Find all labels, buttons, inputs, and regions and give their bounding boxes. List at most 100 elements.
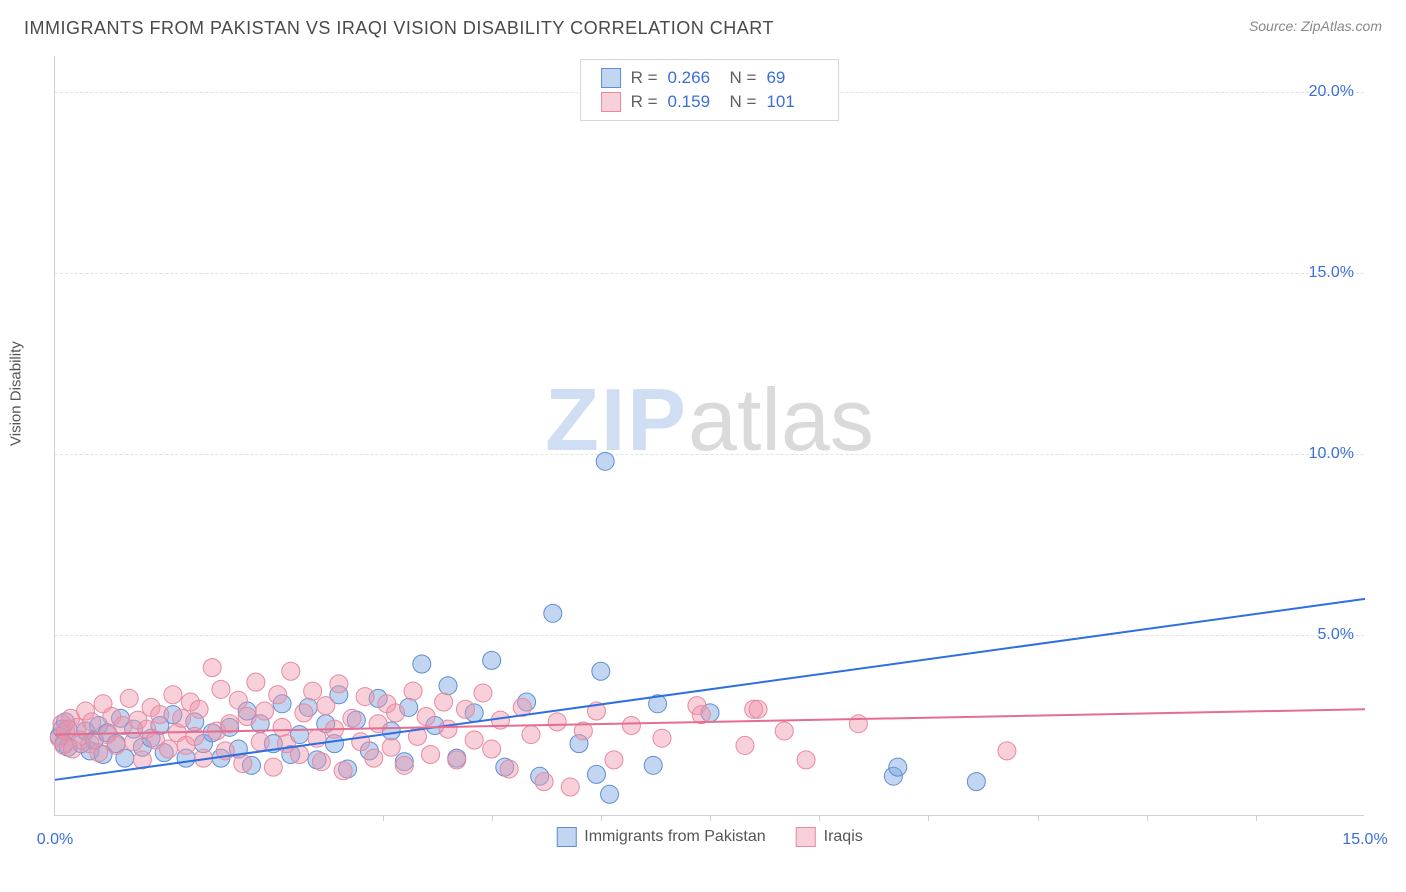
data-point-pakistan <box>889 758 907 776</box>
data-point-iraqis <box>465 731 483 749</box>
data-point-iraqis <box>343 709 361 727</box>
data-point-iraqis <box>500 760 518 778</box>
data-point-iraqis <box>352 733 370 751</box>
source-name: ZipAtlas.com <box>1301 18 1382 34</box>
data-point-iraqis <box>273 718 291 736</box>
legend-n-value-iraqis: 101 <box>766 92 818 112</box>
x-minor-tick <box>928 815 929 821</box>
data-point-iraqis <box>212 680 230 698</box>
legend-n-label: N = <box>730 68 757 88</box>
data-point-iraqis <box>83 713 101 731</box>
x-minor-tick <box>710 815 711 821</box>
data-point-iraqis <box>164 686 182 704</box>
data-point-iraqis <box>190 700 208 718</box>
source-prefix: Source: <box>1249 18 1301 34</box>
data-point-pakistan <box>967 773 985 791</box>
x-minor-tick <box>492 815 493 821</box>
data-point-iraqis <box>849 715 867 733</box>
data-point-iraqis <box>736 736 754 754</box>
data-point-iraqis <box>422 745 440 763</box>
data-point-iraqis <box>229 691 247 709</box>
data-point-iraqis <box>561 778 579 796</box>
data-point-pakistan <box>596 452 614 470</box>
x-minor-tick <box>1147 815 1148 821</box>
x-tick-label: 0.0% <box>37 831 73 849</box>
legend-r-label: R = <box>631 68 658 88</box>
series-label-iraqis: Iraqis <box>824 828 863 846</box>
data-point-pakistan <box>601 785 619 803</box>
data-point-iraqis <box>382 738 400 756</box>
series-swatch-pakistan <box>556 827 576 847</box>
data-point-iraqis <box>998 742 1016 760</box>
chart-title: IMMIGRANTS FROM PAKISTAN VS IRAQI VISION… <box>24 18 774 39</box>
data-point-iraqis <box>304 682 322 700</box>
data-point-iraqis <box>312 753 330 771</box>
data-point-iraqis <box>356 688 374 706</box>
data-point-iraqis <box>522 726 540 744</box>
x-minor-tick <box>819 815 820 821</box>
data-point-iraqis <box>173 709 191 727</box>
data-point-iraqis <box>186 727 204 745</box>
data-point-iraqis <box>269 686 287 704</box>
data-point-iraqis <box>291 745 309 763</box>
x-minor-tick <box>601 815 602 821</box>
legend-r-value-iraqis: 0.159 <box>668 92 720 112</box>
data-point-iraqis <box>622 717 640 735</box>
data-point-pakistan <box>644 756 662 774</box>
data-point-iraqis <box>605 751 623 769</box>
data-point-iraqis <box>439 720 457 738</box>
source-attribution: Source: ZipAtlas.com <box>1249 18 1382 34</box>
series-legend: Immigrants from Pakistan Iraqis <box>556 827 863 847</box>
x-minor-tick <box>1038 815 1039 821</box>
data-point-iraqis <box>417 707 435 725</box>
data-point-iraqis <box>797 751 815 769</box>
data-point-iraqis <box>264 758 282 776</box>
data-point-iraqis <box>282 662 300 680</box>
data-point-iraqis <box>221 715 239 733</box>
data-point-pakistan <box>592 662 610 680</box>
data-point-iraqis <box>234 755 252 773</box>
data-point-iraqis <box>535 773 553 791</box>
data-point-iraqis <box>247 673 265 691</box>
legend-r-label: R = <box>631 92 658 112</box>
legend-swatch-iraqis <box>601 92 621 112</box>
data-point-iraqis <box>160 740 178 758</box>
legend-r-value-pakistan: 0.266 <box>668 68 720 88</box>
x-minor-tick <box>383 815 384 821</box>
data-point-iraqis <box>330 675 348 693</box>
data-point-iraqis <box>749 700 767 718</box>
data-point-iraqis <box>238 707 256 725</box>
data-point-pakistan <box>439 677 457 695</box>
data-point-iraqis <box>107 736 125 754</box>
series-legend-iraqis: Iraqis <box>796 827 863 847</box>
x-minor-tick <box>1256 815 1257 821</box>
data-point-iraqis <box>653 729 671 747</box>
x-tick-label: 15.0% <box>1342 831 1387 849</box>
y-axis-title: Vision Disability <box>8 341 25 446</box>
data-point-iraqis <box>256 702 274 720</box>
legend-row-pakistan: R = 0.266 N = 69 <box>601 66 819 90</box>
data-point-iraqis <box>548 713 566 731</box>
data-point-iraqis <box>203 659 221 677</box>
data-point-iraqis <box>317 697 335 715</box>
data-point-pakistan <box>413 655 431 673</box>
series-label-pakistan: Immigrants from Pakistan <box>584 828 765 846</box>
data-point-iraqis <box>251 733 269 751</box>
data-point-iraqis <box>435 693 453 711</box>
data-point-iraqis <box>151 706 169 724</box>
data-point-iraqis <box>456 700 474 718</box>
data-point-pakistan <box>587 765 605 783</box>
series-legend-pakistan: Immigrants from Pakistan <box>556 827 765 847</box>
chart-plot-area: ZIPatlas 5.0%10.0%15.0%20.0%0.0%15.0% R … <box>54 56 1364 816</box>
data-point-iraqis <box>90 744 108 762</box>
data-point-iraqis <box>395 756 413 774</box>
legend-n-label: N = <box>730 92 757 112</box>
data-point-iraqis <box>387 704 405 722</box>
data-point-iraqis <box>365 749 383 767</box>
correlation-legend: R = 0.266 N = 69 R = 0.159 N = 101 <box>580 59 840 121</box>
legend-swatch-pakistan <box>601 68 621 88</box>
data-point-pakistan <box>544 604 562 622</box>
data-point-iraqis <box>334 762 352 780</box>
data-point-iraqis <box>775 722 793 740</box>
series-swatch-iraqis <box>796 827 816 847</box>
